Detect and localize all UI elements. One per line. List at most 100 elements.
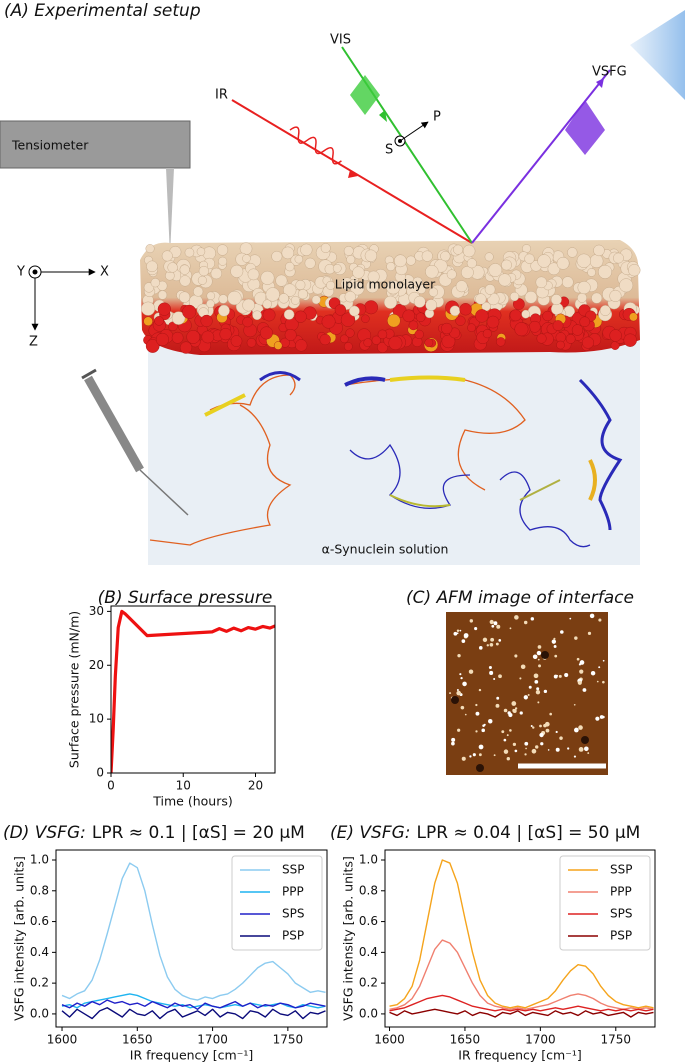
- afm-dot: [595, 716, 600, 721]
- lipid: [576, 253, 592, 268]
- afm-dot: [551, 639, 557, 644]
- y-tick-label: 0.6: [359, 914, 378, 928]
- lipid: [425, 299, 438, 311]
- lipid: [145, 339, 160, 353]
- lipid: [295, 339, 308, 352]
- label: Y: [16, 265, 25, 280]
- chart: (B) Surface pressure 0 10 20 30 0 10 20 Time (ho…: [67, 588, 276, 809]
- legend-label: SSP: [610, 863, 632, 877]
- syringe: [81, 368, 189, 516]
- afm-dot: [509, 729, 512, 732]
- afm-dot: [495, 642, 499, 646]
- lipid: [206, 291, 216, 301]
- axes-frame: [110, 605, 276, 774]
- afm-dot: [538, 664, 541, 668]
- lipid: [242, 254, 251, 263]
- lipid: [383, 295, 398, 309]
- y-tick-label: 0.4: [30, 945, 49, 959]
- afm-dot: [523, 695, 528, 700]
- needle: [166, 168, 174, 255]
- lipid: [178, 291, 191, 303]
- afm-dot: [475, 711, 480, 716]
- afm-dot: [579, 660, 585, 665]
- data-line: [389, 1008, 654, 1018]
- lipid: [198, 265, 210, 277]
- afm-dot: [553, 674, 558, 679]
- chart-title: (E) VSFG: LPR ≈ 0.04 | [αS] = 50 μM: [330, 823, 640, 843]
- x-axis-label: IR frequency [cm⁻¹]: [130, 1048, 253, 1063]
- lipid: [210, 267, 223, 280]
- afm-dot: [459, 673, 462, 676]
- afm-dot: [532, 654, 538, 660]
- y-tick-label: 0: [96, 766, 104, 780]
- label: VSFG: [592, 65, 627, 80]
- afm-dot: [549, 712, 552, 716]
- tensiometer: [0, 120, 191, 169]
- x-tick-label: 1750: [273, 1033, 304, 1047]
- afm-dot: [478, 753, 482, 757]
- x-axis-label: Time (hours): [152, 794, 232, 809]
- afm-dot: [493, 754, 496, 757]
- lipid: [629, 312, 638, 322]
- afm-dot: [496, 696, 500, 700]
- lipid: [167, 262, 178, 273]
- lipid: [343, 246, 354, 256]
- lipid: [182, 304, 197, 319]
- lipid: [542, 310, 553, 322]
- lipid: [414, 329, 424, 340]
- afm-dot: [524, 753, 527, 756]
- afm-dot: [574, 727, 579, 733]
- lipid: [593, 244, 605, 257]
- lipid: [171, 331, 184, 344]
- afm-dot: [512, 742, 517, 746]
- afm-dot: [460, 705, 465, 710]
- lipid: [550, 294, 562, 306]
- lipid: [294, 310, 307, 323]
- lipid: [321, 314, 336, 329]
- afm-dot: [558, 674, 562, 678]
- y-axis-label: Surface pressure (mN/m): [67, 611, 82, 768]
- lipid: [466, 258, 477, 269]
- lipid: [332, 264, 342, 273]
- lipid: [275, 274, 288, 287]
- y-tick-label: 0.4: [359, 945, 378, 959]
- afm-dot: [478, 744, 484, 750]
- lipid: [581, 336, 595, 349]
- lipid: [155, 332, 169, 346]
- data-line: [61, 993, 326, 1009]
- afm-dot: [493, 621, 498, 626]
- afm-dot: [459, 629, 462, 632]
- lipid: [295, 280, 306, 290]
- lipid: [587, 268, 596, 277]
- lipid: [486, 315, 500, 329]
- lipid: [179, 275, 191, 287]
- afm-dot: [525, 747, 527, 750]
- afm-dot: [578, 725, 583, 730]
- vis-beam: [341, 46, 473, 244]
- afm-dot: [514, 707, 518, 710]
- x-tick-label: 1700: [525, 1033, 556, 1047]
- x-tick-label: 1750: [601, 1033, 632, 1047]
- afm-dot: [569, 617, 572, 620]
- y-axis-label: VSFG intensity [arb. units]: [341, 856, 356, 1021]
- afm-dot: [489, 670, 494, 675]
- afm-dot: [461, 639, 466, 643]
- lipid: [196, 247, 206, 256]
- label: Tensiometer: [11, 138, 89, 153]
- legend-label: PSP: [282, 929, 304, 943]
- lipid: [405, 255, 416, 266]
- lipid: [424, 338, 434, 348]
- title-text: (D) VSFG:: [3, 823, 86, 843]
- x-tick-label: 1600: [374, 1033, 405, 1047]
- lipid: [141, 301, 156, 316]
- label: S: [385, 143, 393, 158]
- afm-dot: [475, 703, 478, 707]
- lipid: [589, 254, 604, 268]
- afm-dot: [478, 688, 482, 692]
- lipid: [428, 287, 439, 297]
- plot-area: [61, 862, 326, 1020]
- lipid: [186, 330, 201, 344]
- afm-dot: [544, 721, 550, 727]
- lipids: [141, 242, 641, 354]
- lipid: [197, 275, 207, 285]
